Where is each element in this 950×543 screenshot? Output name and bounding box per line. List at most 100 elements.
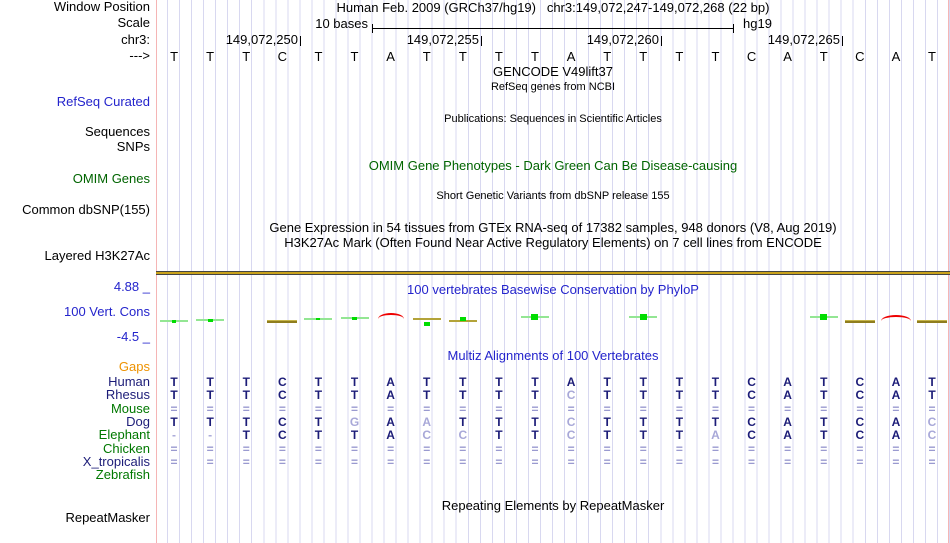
alignment-base: = xyxy=(784,455,792,469)
alignment-row-x_tropicalis: = = = = = = = = = = = = = = = = = = = = = = xyxy=(156,456,950,469)
alignment-base: C xyxy=(747,415,756,429)
track-title-h3k27ac-desc[interactable]: H3K27Ac Mark (Often Found Near Active Re… xyxy=(284,235,822,250)
base-letter: T xyxy=(170,49,179,64)
base-letter: T xyxy=(639,49,648,64)
species-label-dog: Dog xyxy=(126,414,150,429)
conservation-mark xyxy=(267,320,298,323)
alignment-base: A xyxy=(711,428,720,442)
track-title-gencode[interactable]: GENCODE V49lift37 xyxy=(493,64,613,79)
alignment-base: A xyxy=(386,428,395,442)
track-label-omim-genes[interactable]: OMIM Genes xyxy=(72,171,150,186)
alignment-base: = xyxy=(711,402,719,416)
conservation-mark xyxy=(820,314,828,320)
track-label-snps[interactable]: SNPs xyxy=(116,139,150,154)
alignment-base: A xyxy=(891,375,901,389)
alignment-base: = xyxy=(206,455,214,469)
alignment-base: T xyxy=(242,428,250,442)
alignment-base: = xyxy=(351,442,359,456)
alignment-base: T xyxy=(350,388,359,402)
scale-ruler-line xyxy=(372,28,733,29)
position-tick xyxy=(842,36,843,46)
alignment-base: = xyxy=(784,442,792,456)
alignment-base: C xyxy=(277,375,287,389)
alignment-base: = xyxy=(892,455,900,469)
alignment-base: T xyxy=(423,375,431,389)
alignment-base: T xyxy=(603,428,611,442)
track-title-phylop[interactable]: 100 vertebrates Basewise Conservation by… xyxy=(407,282,699,297)
track-title-dbsnp-release[interactable]: Short Genetic Variants from dbSNP releas… xyxy=(436,190,670,202)
base-letter: C xyxy=(277,49,288,64)
alignment-base: T xyxy=(495,428,503,442)
species-label-chicken: Chicken xyxy=(103,441,150,456)
conservation-mark xyxy=(207,318,213,322)
alignment-base: A xyxy=(386,375,395,389)
track-title-multiz[interactable]: Multiz Alignments of 100 Vertebrates xyxy=(447,348,659,363)
alignment-base: = xyxy=(387,402,395,416)
base-letter: T xyxy=(422,49,431,64)
track-title-publications[interactable]: Publications: Sequences in Scientific Ar… xyxy=(444,113,662,125)
conservation-mark xyxy=(352,316,357,320)
alignment-base: = xyxy=(892,402,900,416)
alignment-base: = xyxy=(675,402,683,416)
alignment-base: C xyxy=(422,428,432,442)
alignment-row-chicken: = = = = = = = = = = = = = = = = = = = = = = xyxy=(156,443,950,456)
track-title-omim-phenotypes[interactable]: OMIM Gene Phenotypes - Dark Green Can Be… xyxy=(368,158,738,173)
alignment-base: C xyxy=(927,415,937,429)
conservation-mark xyxy=(639,314,647,320)
alignment-base: = xyxy=(351,455,359,469)
track-label-common-dbsnp[interactable]: Common dbSNP(155) xyxy=(22,202,150,217)
alignment-base: = xyxy=(531,402,539,416)
track-label-layered-h3k27ac[interactable]: Layered H3K27Ac xyxy=(44,248,150,263)
species-label-zebrafish: Zebrafish xyxy=(95,467,150,482)
track-label-repeatmasker[interactable]: RepeatMasker xyxy=(65,510,150,525)
alignment-base: = xyxy=(206,402,214,416)
alignment-base: = xyxy=(278,402,286,416)
alignment-base: C xyxy=(747,375,756,389)
alignment-base: = xyxy=(675,442,683,456)
alignment-base: C xyxy=(927,428,937,442)
alignment-base: T xyxy=(314,375,323,389)
conservation-mark xyxy=(423,322,430,326)
alignment-base: C xyxy=(458,428,468,442)
alignment-base: T xyxy=(603,375,611,389)
track-label-sequences[interactable]: Sequences xyxy=(84,124,150,139)
alignment-base: = xyxy=(639,402,647,416)
track-title-repeatmasker-title[interactable]: Repeating Elements by RepeatMasker xyxy=(441,498,665,513)
base-letter: A xyxy=(783,49,792,64)
alignment-base: T xyxy=(423,388,431,402)
alignment-base: T xyxy=(928,388,936,402)
base-letter: T xyxy=(494,49,503,64)
alignment-base: = xyxy=(314,455,322,469)
alignment-base: = xyxy=(603,455,611,469)
alignment-base: = xyxy=(603,402,611,416)
alignment-base: T xyxy=(170,415,178,429)
track-label-vert-cons[interactable]: 100 Vert. Cons xyxy=(64,304,150,319)
alignment-base: = xyxy=(567,455,575,469)
alignment-base: - xyxy=(172,428,177,442)
alignment-base: = xyxy=(820,402,828,416)
alignment-base: = xyxy=(639,442,647,456)
alignment-base: T xyxy=(639,415,647,429)
alignment-base: = xyxy=(459,402,467,416)
alignment-base: = xyxy=(242,402,250,416)
alignment-base: = xyxy=(351,402,359,416)
position-tick xyxy=(481,36,482,46)
track-label-refseq-curated[interactable]: RefSeq Curated xyxy=(56,94,150,109)
alignment-base: C xyxy=(277,415,287,429)
alignment-base: T xyxy=(639,428,647,442)
alignment-base: C xyxy=(747,428,756,442)
track-title-refseq-ncbi[interactable]: RefSeq genes from NCBI xyxy=(490,81,616,93)
track-title-gtex[interactable]: Gene Expression in 54 tissues from GTEx … xyxy=(269,220,837,235)
alignment-base: T xyxy=(639,388,647,402)
base-letter: T xyxy=(314,49,323,64)
alignment-base: T xyxy=(711,375,720,389)
species-label-elephant: Elephant xyxy=(98,427,150,442)
alignment-base: C xyxy=(566,415,576,429)
track-label-chrom: chr3: xyxy=(121,32,150,47)
alignment-base: C xyxy=(277,388,287,402)
alignment-base: = xyxy=(314,442,322,456)
alignment-base: T xyxy=(603,415,611,429)
base-letter: C xyxy=(746,49,757,64)
base-letter: C xyxy=(855,49,865,64)
